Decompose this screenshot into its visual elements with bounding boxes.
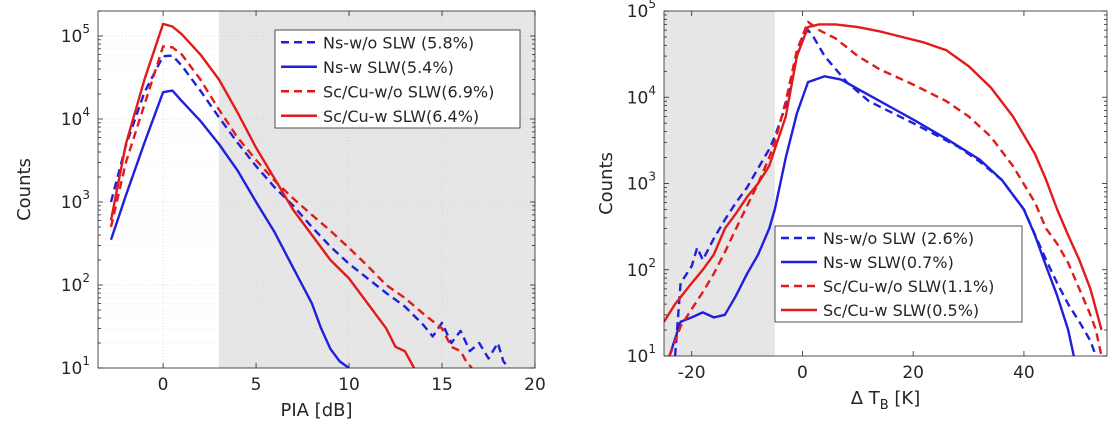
y-tick-label: 101	[627, 342, 656, 367]
legend-label-3: Sc/Cu-w SLW(0.5%)	[823, 301, 979, 320]
legend: Ns-w/o SLW (5.8%) Ns-w SLW(5.4%) Sc/Cu-w/o…	[274, 29, 521, 129]
x-axis-label: Δ TB [K]	[851, 388, 921, 413]
series-line-1	[668, 75, 1075, 356]
x-tick-label: 0	[158, 375, 169, 395]
legend-label-2: Sc/Cu-w/o SLW(6.9%)	[323, 82, 494, 101]
shaded-region	[664, 11, 775, 356]
y-tick-label: 103	[61, 188, 90, 213]
chart-pia: 0 5 10 15 20 101 102 103 104 105 PIA [dB] Counts Ns-…	[14, 10, 546, 421]
y-tick-label: 102	[627, 256, 656, 281]
y-tick-label: 101	[61, 354, 90, 379]
series-line-3	[109, 22, 416, 368]
x-tick-label: 20	[524, 375, 546, 395]
x-tick-label: 15	[431, 375, 453, 395]
y-axis-label: Counts	[596, 152, 617, 215]
series-line-1	[109, 89, 350, 368]
legend-label-1: Ns-w SLW(0.7%)	[823, 253, 954, 272]
x-tick-label: 0	[797, 363, 808, 383]
y-tick-label: 105	[627, 0, 656, 22]
chart-delta-tb: -20 0 20 40 101 102 103 104 105 Δ TB [K] Counts Ns-…	[596, 0, 1108, 413]
x-tick-label: 20	[902, 363, 924, 383]
legend: Ns-w/o SLW (2.6%) Ns-w SLW(0.7%) Sc/Cu-w/o…	[774, 225, 1023, 323]
y-tick-label: 104	[627, 83, 656, 108]
axes-box	[97, 10, 536, 369]
legend-label-2: Sc/Cu-w/o SLW(1.1%)	[823, 277, 994, 296]
x-tick-label: 40	[1013, 363, 1035, 383]
legend-box	[774, 225, 1023, 323]
series-line-0	[109, 54, 510, 368]
x-axis-label: PIA [dB]	[280, 400, 352, 421]
legend-label-3: Sc/Cu-w SLW(6.4%)	[323, 107, 479, 126]
y-tick-label: 103	[627, 170, 656, 195]
series-line-2	[109, 45, 473, 368]
legend-label-1: Ns-w SLW(5.4%)	[323, 58, 454, 77]
series-line-2	[668, 20, 1103, 356]
legend-label-0: Ns-w/o SLW (2.6%)	[823, 229, 974, 248]
y-tick-label: 102	[61, 271, 90, 296]
series-group	[664, 20, 1103, 356]
x-tick-label: -20	[678, 363, 706, 383]
y-axis-label: Counts	[14, 158, 35, 221]
x-tick-label: 5	[251, 375, 262, 395]
x-tick-label: 10	[338, 375, 360, 395]
series-line-3	[664, 23, 1103, 331]
series-group	[109, 22, 510, 368]
legend-label-0: Ns-w/o SLW (5.8%)	[323, 33, 474, 52]
y-tick-label: 105	[61, 22, 90, 47]
y-tick-label: 104	[61, 105, 90, 130]
legend-box	[274, 29, 521, 129]
